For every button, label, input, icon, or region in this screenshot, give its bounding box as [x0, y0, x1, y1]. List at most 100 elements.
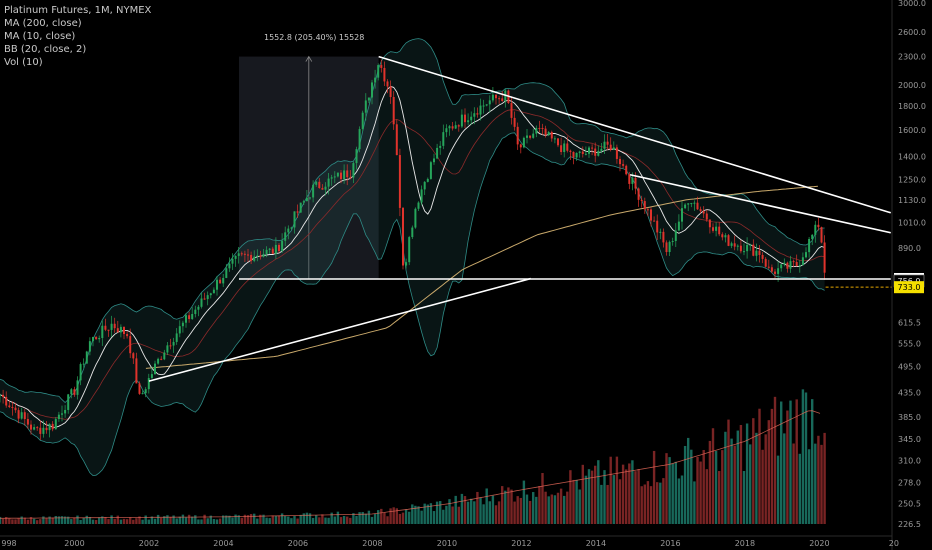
candle-body [482, 105, 485, 107]
candle-body [364, 100, 367, 113]
candle-body [166, 345, 169, 353]
bollinger-lower [0, 132, 825, 477]
candle-body [361, 112, 364, 130]
candle-body [715, 226, 718, 231]
legend-ma200[interactable]: MA (200, close) [4, 18, 82, 29]
x-tick-label: 2018 [735, 539, 755, 548]
candle-body [132, 353, 135, 359]
candle-body [228, 263, 231, 269]
candle-body [575, 152, 578, 158]
volume-bar [439, 501, 442, 524]
candle-body [721, 234, 724, 238]
volume-bar [714, 451, 718, 524]
candle-body [581, 151, 584, 155]
volume-bar [197, 519, 200, 524]
candle-body [169, 345, 172, 347]
volume-bar [718, 471, 721, 524]
candle-body [206, 295, 209, 300]
candle-body [423, 181, 426, 190]
y-tick-label: 250.5 [898, 500, 921, 509]
candle-body [88, 341, 91, 352]
candle-body [178, 326, 181, 334]
volume-bar [380, 508, 383, 524]
candle-body [594, 148, 597, 156]
candle-body [612, 147, 615, 150]
volume-bar [671, 463, 674, 524]
volume-bar [349, 517, 352, 524]
volume-bar [401, 512, 405, 524]
candle-body [563, 143, 566, 153]
y-tick-label: 555.0 [898, 339, 921, 348]
volume-bar [85, 515, 88, 524]
volume-bar [132, 519, 135, 524]
candle-body [367, 97, 370, 101]
volume-bar [578, 489, 581, 524]
volume-bar [104, 516, 107, 524]
volume-bar [166, 515, 169, 524]
y-tick-label: 1400.0 [898, 153, 926, 162]
volume-bar [327, 517, 330, 524]
candle-body [584, 153, 587, 155]
volume-bar [814, 443, 817, 524]
y-tick-label: 226.5 [898, 520, 921, 529]
legend-symbol[interactable]: Platinum Futures, 1M, NYMEX [4, 5, 152, 16]
candle-body [677, 221, 680, 231]
candle-body [628, 174, 631, 184]
volume-bar [420, 510, 423, 524]
volume-bar [98, 517, 101, 524]
volume-bar [491, 495, 495, 524]
candle-body [219, 279, 222, 284]
candle-body [278, 244, 280, 251]
volume-bar [733, 445, 736, 524]
legend-ma10[interactable]: MA (10, close) [4, 31, 76, 42]
volume-bar [32, 518, 36, 524]
candle-body [755, 250, 758, 256]
candle-body [433, 158, 435, 163]
candle-body [460, 114, 463, 127]
volume-bar [51, 517, 54, 524]
legend-bb[interactable]: BB (20, close, 2) [4, 44, 87, 55]
candle-body [386, 81, 389, 87]
candle-body [157, 358, 160, 364]
volume-bar [129, 517, 132, 524]
legend-vol[interactable]: Vol (10) [4, 57, 43, 68]
candle-body [256, 255, 259, 257]
candle-body [315, 181, 318, 185]
y-tick-label: 1010.0 [898, 219, 926, 228]
candle-body [305, 197, 308, 202]
volume-bar [451, 506, 454, 524]
volume-bar [693, 481, 696, 524]
volume-bar [501, 486, 504, 524]
candle-body [61, 413, 63, 415]
trendline-inner-resistance [629, 173, 891, 234]
candle-body [485, 104, 488, 106]
candle-body [318, 181, 321, 189]
candle-body [606, 141, 609, 145]
volume-bar [110, 515, 113, 524]
x-tick-label: 2020 [809, 539, 829, 548]
candle-body [154, 363, 156, 375]
volume-bar [17, 518, 20, 524]
x-tick-label: 2004 [213, 539, 233, 548]
candle-body [448, 126, 451, 129]
volume-bar [764, 434, 767, 524]
candle-body [619, 158, 621, 165]
candle-body [138, 383, 141, 394]
volume-bar [811, 399, 814, 524]
candle-body [175, 333, 178, 342]
candle-body [209, 293, 212, 296]
candle-body [498, 98, 501, 100]
x-tick-label: 998 [1, 539, 16, 548]
x-tick-label: 2014 [586, 539, 606, 548]
candle-body [569, 150, 572, 152]
candle-body [253, 256, 256, 261]
volume-bar [594, 465, 597, 524]
candle-body [702, 211, 705, 214]
candle-body [243, 253, 246, 255]
volume-bar [178, 516, 181, 524]
volume-bar [550, 494, 553, 524]
volume-bar [181, 514, 185, 524]
candle-body [727, 235, 730, 246]
volume-bar [563, 495, 566, 524]
